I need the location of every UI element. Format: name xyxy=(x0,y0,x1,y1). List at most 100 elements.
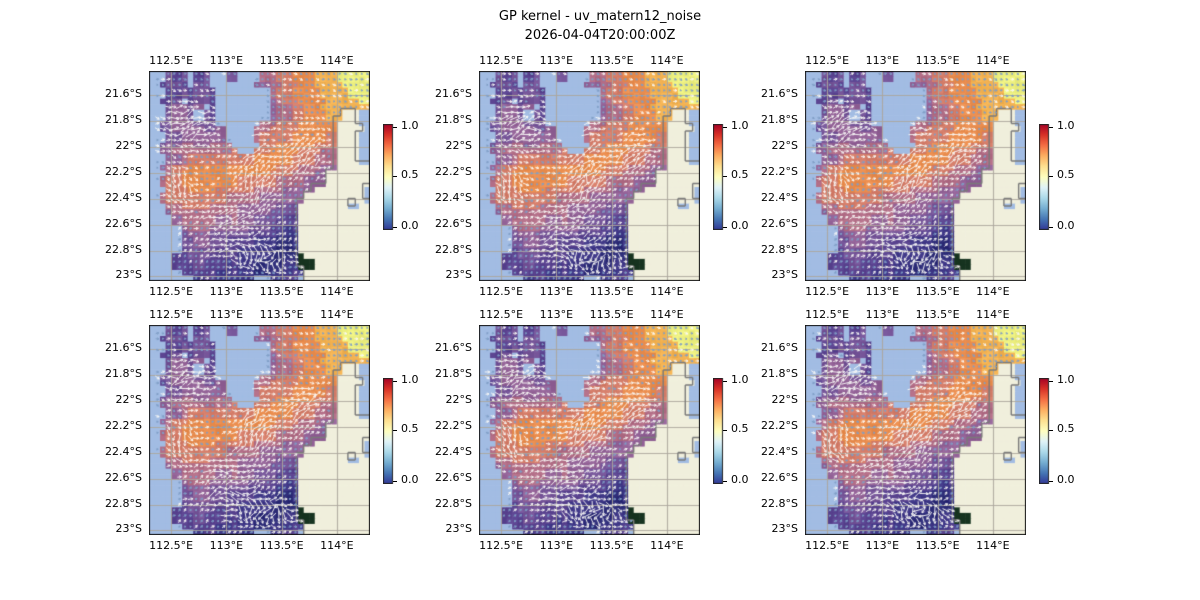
x-tick-label-top-r2c1: 113°E xyxy=(209,308,244,321)
map-panel-r2c3: 112.5°E 112.5°E 113°E 113°E 113.5°E 113.5°E 11… xyxy=(761,308,1074,552)
y-tick-label-r1c1: 22.2°S xyxy=(105,164,142,178)
x-tick-label-top-r1c3: 114°E xyxy=(976,54,1010,67)
y-tick-label-r2c1: 22.6°S xyxy=(105,470,142,484)
colorbar-r2c3: 1.0 0.5 0.0 xyxy=(1039,373,1099,486)
y-tick-label-r2c2: 22.6°S xyxy=(435,470,472,484)
x-tick-label-bottom-r2c3: 112.5°E xyxy=(805,539,850,552)
x-tick-label-bottom-r1c1: 113.5°E xyxy=(259,285,304,298)
colorbar-tick-label-r1c1: 0.5 xyxy=(401,167,419,181)
colorbar-tick-label-r2c1: 0.0 xyxy=(401,472,419,486)
y-tick-label-r1c3: 22.8°S xyxy=(761,242,798,256)
colorbar-r1c1: 1.0 0.5 0.0 xyxy=(383,119,443,232)
x-tick-label-bottom-r2c3: 113°E xyxy=(865,539,900,552)
y-tick-label-r1c1: 22.4°S xyxy=(105,190,142,204)
colorbar-r2c1: 1.0 0.5 0.0 xyxy=(383,373,443,486)
y-tick-label-r2c1: 22.4°S xyxy=(105,444,142,458)
x-tick-label-bottom-r2c1: 114°E xyxy=(320,539,354,552)
x-tick-label-top-r1c1: 113.5°E xyxy=(259,54,304,67)
x-tick-label-top-r2c3: 114°E xyxy=(976,308,1010,321)
x-tick-label-top-r1c1: 113°E xyxy=(209,54,244,67)
colorbar-tick-label-r2c3: 0.5 xyxy=(1057,421,1075,435)
y-tick-label-r1c2: 21.8°S xyxy=(435,112,472,126)
colorbar-tick-r2c3 xyxy=(1049,481,1053,482)
x-tick-label-bottom-r1c3: 113°E xyxy=(865,285,900,298)
colorbar-tick-label-r2c2: 0.0 xyxy=(731,472,749,486)
x-tick-label-top-r2c2: 112.5°E xyxy=(479,308,524,321)
y-tick-label-r2c2: 22.4°S xyxy=(435,444,472,458)
colorbar-tick-label-r1c2: 0.0 xyxy=(731,218,749,232)
x-tick-label-bottom-r2c2: 113°E xyxy=(539,539,574,552)
x-tick-label-top-r2c2: 113°E xyxy=(539,308,574,321)
y-tick-label-r2c1: 22°S xyxy=(115,392,142,406)
y-tick-label-r2c1: 22.2°S xyxy=(105,418,142,432)
x-tick-label-top-r1c2: 114°E xyxy=(650,54,684,67)
x-tick-label-top-r1c2: 112.5°E xyxy=(479,54,524,67)
x-tick-label-bottom-r1c1: 112.5°E xyxy=(149,285,194,298)
y-tick-label-r2c2: 23°S xyxy=(445,522,472,536)
colorbar-canvas-r2c3 xyxy=(1039,378,1050,484)
y-tick-label-r1c3: 22.6°S xyxy=(761,216,798,230)
colorbar-tick-label-r1c1: 0.0 xyxy=(401,218,419,232)
colorbar-tick-r2c1 xyxy=(393,430,397,431)
colorbar-tick-label-r1c1: 1.0 xyxy=(401,119,419,133)
map-panel-r1c1: 112.5°E 112.5°E 113°E 113°E 113.5°E 113.5°E 11… xyxy=(105,54,418,298)
y-tick-label-r2c3: 22.2°S xyxy=(761,418,798,432)
x-tick-label-top-r2c1: 112.5°E xyxy=(149,308,194,321)
colorbar-tick-label-r1c3: 0.0 xyxy=(1057,218,1075,232)
y-tick-label-r1c3: 22.2°S xyxy=(761,164,798,178)
y-tick-label-r2c3: 23°S xyxy=(771,522,798,536)
x-tick-label-bottom-r2c1: 112.5°E xyxy=(149,539,194,552)
colorbar-tick-r2c2 xyxy=(723,430,727,431)
colorbar-tick-r1c3 xyxy=(1049,176,1053,177)
x-tick-label-top-r2c1: 113.5°E xyxy=(259,308,304,321)
y-tick-label-r2c1: 23°S xyxy=(115,522,142,536)
y-tick-label-r1c2: 22.4°S xyxy=(435,190,472,204)
x-tick-label-bottom-r1c2: 113.5°E xyxy=(589,285,634,298)
map-canvas-r2c2 xyxy=(479,325,700,535)
x-tick-label-top-r1c2: 113°E xyxy=(539,54,574,67)
y-tick-label-r1c2: 23°S xyxy=(445,268,472,282)
map-panel-r2c1: 112.5°E 112.5°E 113°E 113°E 113.5°E 113.5°E 11… xyxy=(105,308,418,552)
colorbar-tick-label-r1c3: 0.5 xyxy=(1057,167,1075,181)
colorbar-tick-r2c3 xyxy=(1049,381,1053,382)
colorbar-canvas-r1c2 xyxy=(713,124,724,230)
map-canvas-r2c3 xyxy=(805,325,1026,535)
map-panel-r2c2: 112.5°E 112.5°E 113°E 113°E 113.5°E 113.5°E 11… xyxy=(435,308,748,552)
colorbar-canvas-r2c1 xyxy=(383,378,394,484)
y-tick-label-r2c3: 22.4°S xyxy=(761,444,798,458)
x-tick-label-top-r1c1: 114°E xyxy=(320,54,354,67)
colorbar-r1c2: 1.0 0.5 0.0 xyxy=(713,119,773,232)
x-tick-label-top-r1c3: 113°E xyxy=(865,54,900,67)
colorbar-r1c3: 1.0 0.5 0.0 xyxy=(1039,119,1099,232)
y-tick-label-r1c3: 22.4°S xyxy=(761,190,798,204)
colorbar-tick-r2c2 xyxy=(723,481,727,482)
x-tick-label-bottom-r1c3: 112.5°E xyxy=(805,285,850,298)
y-tick-label-r2c2: 22.8°S xyxy=(435,496,472,510)
colorbar-tick-label-r1c2: 0.5 xyxy=(731,167,749,181)
colorbar-tick-label-r2c1: 1.0 xyxy=(401,373,419,387)
colorbar-tick-r2c2 xyxy=(723,381,727,382)
y-tick-label-r2c3: 21.8°S xyxy=(761,366,798,380)
x-tick-label-bottom-r2c2: 114°E xyxy=(650,539,684,552)
y-tick-label-r2c2: 21.6°S xyxy=(435,340,472,354)
map-canvas-r1c1 xyxy=(149,71,370,281)
colorbar-canvas-r2c2 xyxy=(713,378,724,484)
y-tick-label-r1c3: 21.6°S xyxy=(761,86,798,100)
x-tick-label-bottom-r1c3: 113.5°E xyxy=(915,285,960,298)
x-tick-label-bottom-r2c1: 113°E xyxy=(209,539,244,552)
x-tick-label-bottom-r2c2: 113.5°E xyxy=(589,539,634,552)
map-canvas-r2c1 xyxy=(149,325,370,535)
x-tick-label-bottom-r2c3: 114°E xyxy=(976,539,1010,552)
colorbar-canvas-r1c3 xyxy=(1039,124,1050,230)
x-tick-label-top-r1c2: 113.5°E xyxy=(589,54,634,67)
map-panel-r1c2: 112.5°E 112.5°E 113°E 113°E 113.5°E 113.5°E 11… xyxy=(435,54,748,298)
y-tick-label-r1c2: 21.6°S xyxy=(435,86,472,100)
y-tick-label-r1c3: 21.8°S xyxy=(761,112,798,126)
x-tick-label-top-r2c2: 113.5°E xyxy=(589,308,634,321)
x-tick-label-bottom-r1c3: 114°E xyxy=(976,285,1010,298)
y-tick-label-r2c1: 21.8°S xyxy=(105,366,142,380)
x-tick-label-top-r2c3: 113°E xyxy=(865,308,900,321)
colorbar-tick-label-r2c2: 0.5 xyxy=(731,421,749,435)
x-tick-label-top-r2c3: 112.5°E xyxy=(805,308,850,321)
